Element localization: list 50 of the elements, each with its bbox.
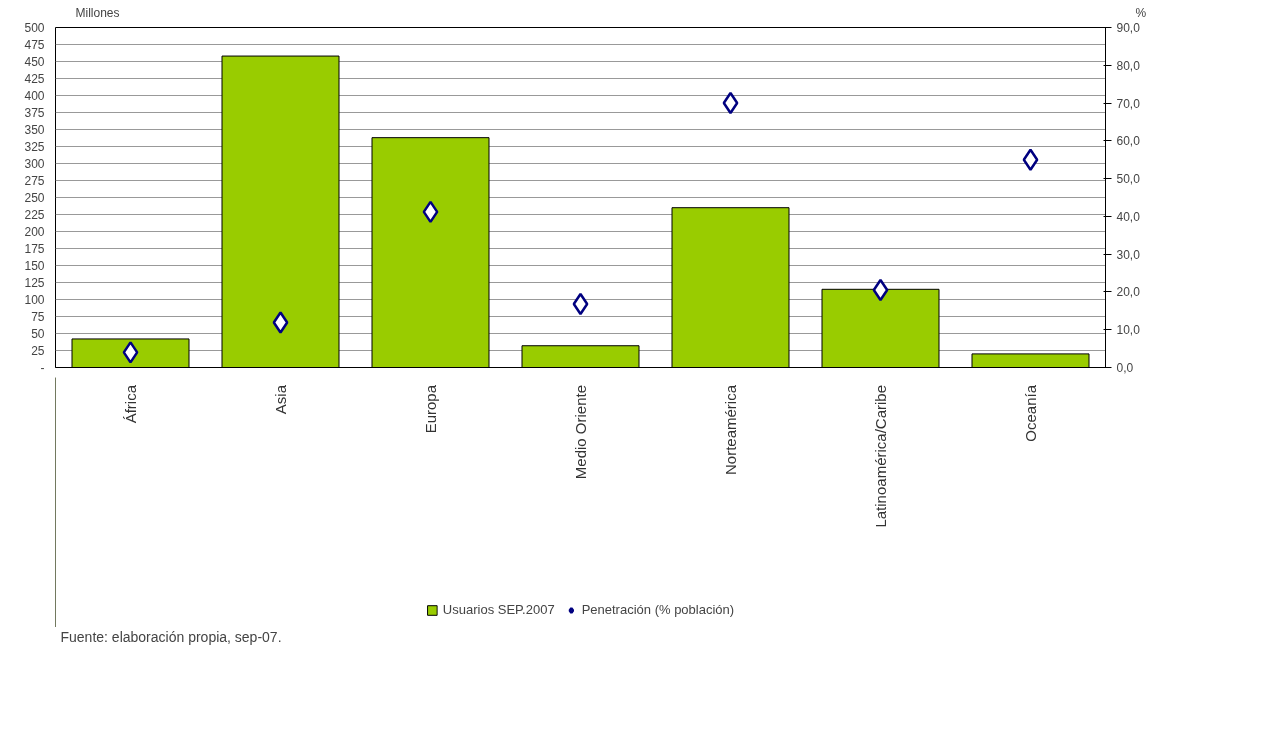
y-tick-label: 25	[31, 344, 45, 358]
y2-tick-label: 80,0	[1116, 58, 1141, 73]
y-tick-label: 475	[24, 38, 45, 52]
y-tick-label: 150	[24, 259, 45, 273]
y-tick-label: 500	[24, 21, 45, 35]
point	[1022, 148, 1039, 171]
x-tick-label: Asia	[272, 384, 289, 415]
point	[272, 311, 289, 334]
y-tick-label: 75	[31, 310, 45, 324]
y2-tick-label: 20,0	[1116, 285, 1141, 300]
y2-tick-label: 40,0	[1116, 209, 1141, 224]
y-tick-label: 125	[24, 276, 45, 290]
y-tick-label: 50	[31, 327, 45, 341]
y2-tick-label: 10,0	[1116, 323, 1141, 338]
y-tick-label: 450	[24, 55, 45, 69]
y-tick-label: 200	[24, 225, 45, 239]
y-tick-label: 300	[24, 157, 45, 171]
y-tick-label: 250	[24, 191, 45, 205]
x-tick-label: Latinoamérica/Caribe	[872, 385, 889, 528]
source-note: Fuente: elaboración propia, sep-07.	[60, 628, 282, 645]
y-tick-label: 400	[24, 89, 45, 103]
legend-label: Penetración (% población)	[581, 602, 735, 617]
x-tick-label: Norteamérica	[722, 384, 739, 476]
point	[722, 91, 739, 115]
y2-tick-label: 0,0	[1116, 361, 1134, 375]
y-tick-label: 350	[24, 123, 45, 137]
y2-tick-label: 30,0	[1116, 247, 1141, 262]
y2-axis-title: %	[1135, 6, 1147, 21]
point	[872, 278, 889, 302]
point	[572, 292, 589, 316]
x-tick-label: Medio Oriente	[572, 384, 589, 480]
x-tick-label: Europa	[422, 384, 439, 434]
y2-tick-label: 70,0	[1116, 96, 1141, 111]
point	[122, 341, 139, 364]
x-tick-label: África	[122, 384, 139, 424]
point	[422, 200, 439, 224]
y-tick-label: 225	[24, 208, 45, 222]
y2-tick-label: 60,0	[1116, 134, 1141, 149]
y2-tick-label: 50,0	[1116, 172, 1141, 187]
y-tick-label: 375	[24, 106, 45, 120]
legend-label: Usuarios SEP.2007	[442, 602, 555, 617]
y2-tick-label: 90,0	[1116, 21, 1141, 35]
x-tick-label: Oceanía	[1022, 384, 1039, 442]
y-tick-label: 175	[24, 242, 45, 256]
y-tick-label: 325	[24, 140, 45, 154]
y-tick-label: 425	[24, 72, 45, 86]
y-tick-label: 275	[24, 174, 45, 188]
y-tick-label: -	[40, 361, 45, 375]
y-axis-title: Millones	[75, 6, 120, 21]
y-tick-label: 100	[24, 293, 45, 307]
